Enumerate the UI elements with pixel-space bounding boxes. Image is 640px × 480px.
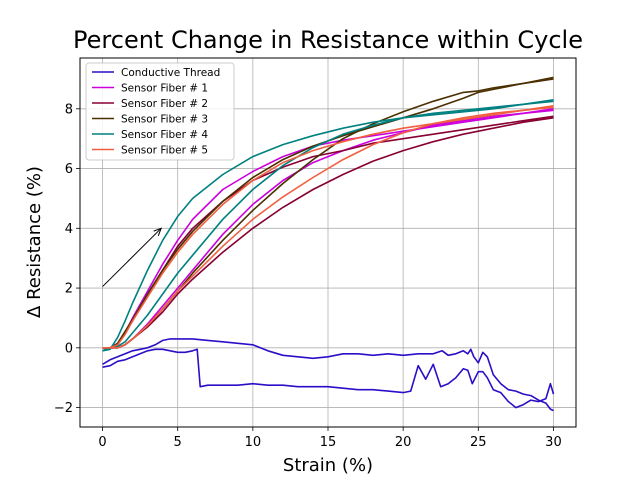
series-line-sensor-fiber-5-unloading — [102, 105, 554, 349]
legend-label: Sensor Fiber # 3 — [121, 113, 208, 125]
series-line-conductive-thread-unloading — [102, 338, 554, 412]
legend-label: Sensor Fiber # 2 — [121, 98, 208, 110]
x-tick-label: 15 — [320, 435, 337, 450]
y-tick-label: 0 — [65, 341, 73, 356]
series-layer — [102, 76, 555, 412]
legend-label: Conductive Thread — [121, 67, 220, 79]
series-line-sensor-fiber-4-unloading — [102, 99, 554, 352]
series-line-sensor-fiber-5-loading — [102, 106, 554, 349]
series-line-conductive-thread-loading — [102, 348, 555, 409]
y-tick-label: 4 — [65, 222, 73, 237]
legend-label: Sensor Fiber # 4 — [121, 129, 208, 141]
x-tick-label: 25 — [470, 435, 487, 450]
annotation-arrow-shaft — [102, 227, 162, 287]
x-tick-label: 10 — [245, 435, 262, 450]
y-tick-label: 8 — [65, 102, 73, 117]
grid — [80, 58, 576, 427]
legend-frame — [85, 62, 235, 161]
ticks: 0 5 10 15 20 25 30 −2 0 2 4 6 8 — [54, 102, 562, 450]
y-axis-label: Δ Resistance (%) — [24, 166, 45, 318]
x-tick-label: 30 — [545, 435, 562, 450]
y-tick-label: 2 — [65, 282, 73, 297]
series-line-sensor-fiber-3-unloading — [102, 76, 554, 349]
y-tick-label: 6 — [65, 162, 73, 177]
series-line-sensor-fiber-4-loading — [102, 100, 554, 352]
legend: Conductive Thread Sensor Fiber # 1 Sensor … — [85, 62, 235, 161]
x-axis-label: Strain (%) — [283, 455, 373, 476]
x-tick-label: 5 — [174, 435, 182, 450]
x-tick-label: 20 — [395, 435, 412, 450]
x-tick-label: 0 — [98, 435, 106, 450]
annotation-arrow-head — [153, 227, 163, 236]
chart-title: Percent Change in Resistance within Cycl… — [73, 26, 583, 54]
annotation-layer — [102, 227, 163, 287]
legend-label: Sensor Fiber # 1 — [121, 82, 208, 94]
legend-label: Sensor Fiber # 5 — [121, 144, 208, 156]
y-tick-label: −2 — [54, 401, 73, 416]
